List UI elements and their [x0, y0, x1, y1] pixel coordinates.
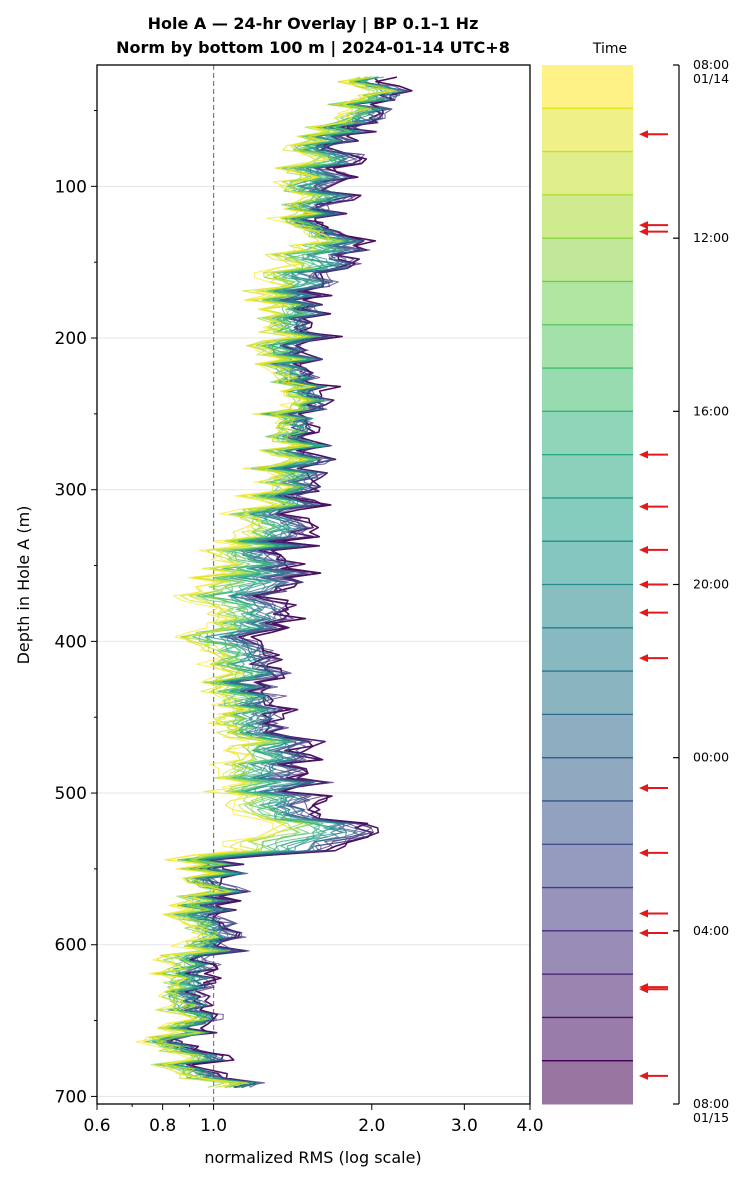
series-line-23 [168, 76, 413, 1089]
colorbar-band-9 [542, 454, 633, 499]
colorbar-marker-arrow-0 [639, 130, 648, 139]
colorbar-tick-label-0: 08:00 [693, 57, 729, 72]
colorbar-band-13 [542, 627, 633, 672]
y-tick-label-100: 100 [55, 177, 87, 197]
colorbar-marker-arrow-4 [639, 502, 648, 511]
colorbar-band-10 [542, 497, 633, 542]
x-tick-label-3: 2.0 [358, 1116, 385, 1136]
plot-area: 100 200 300 400 500 600 700 0.6 0.8 1.0 2.0 3.0 4.0 [55, 64, 544, 1136]
colorbar-time-axis: 08:0001/1412:0016:0020:0000:0004:0008:00… [673, 57, 729, 1125]
y-tick-label-500: 500 [55, 784, 87, 804]
colorbar-band-3 [542, 194, 633, 239]
series-group [135, 76, 413, 1089]
colorbar-marker-arrow-8 [639, 654, 648, 663]
colorbar-marker-arrow-7 [639, 608, 648, 617]
colorbar-band-22 [542, 1017, 633, 1062]
colorbar-bands [542, 65, 633, 1105]
series-line-5 [157, 76, 394, 1088]
y-tick-label-700: 700 [55, 1087, 87, 1107]
horizontal-gridlines [97, 185, 530, 1097]
series-line-3 [147, 76, 397, 1088]
colorbar-band-19 [542, 887, 633, 932]
colorbar-band-4 [542, 238, 633, 282]
colorbar-band-23 [542, 1060, 633, 1105]
colorbar-tick-label-3: 20:00 [693, 577, 729, 592]
y-tick-label-600: 600 [55, 936, 87, 956]
colorbar-marker-arrow-3 [639, 450, 648, 459]
colorbar-marker-arrow-15 [639, 1071, 648, 1080]
colorbar-tick-sublabel-0: 01/14 [693, 71, 729, 86]
colorbar-band-11 [542, 541, 633, 585]
series-line-11 [154, 76, 393, 1088]
series-line-0 [135, 76, 395, 1088]
series-line-2 [150, 76, 391, 1088]
colorbar-marker-arrow-5 [639, 545, 648, 554]
plot-frame [96, 64, 531, 1105]
colorbar-band-5 [542, 281, 633, 326]
colorbar-label: Time [592, 41, 627, 57]
x-tick-label-4: 3.0 [451, 1116, 478, 1136]
x-tick-label-2: 1.0 [200, 1116, 227, 1136]
chart-title-line1: Hole A — 24-hr Overlay | BP 0.1–1 Hz [148, 14, 479, 34]
colorbar-marker-arrow-14 [639, 985, 648, 994]
colorbar-band-0 [542, 65, 633, 109]
x-axis-label: normalized RMS (log scale) [204, 1148, 421, 1167]
colorbar-band-15 [542, 714, 633, 759]
y-tick-label-300: 300 [55, 481, 87, 501]
colorbar-band-20 [542, 930, 633, 975]
colorbar-tick-label-6: 08:00 [693, 1096, 729, 1111]
x-tick-label-5: 4.0 [516, 1116, 543, 1136]
chart-title-line2: Norm by bottom 100 m | 2024-01-14 UTC+8 [116, 38, 510, 58]
colorbar-tick-label-5: 04:00 [693, 923, 729, 938]
colorbar-marker-arrow-2 [639, 227, 648, 236]
x-tick-label-1: 0.8 [149, 1116, 176, 1136]
colorbar-tick-sublabel-6: 01/15 [693, 1110, 729, 1125]
colorbar-band-18 [542, 844, 633, 889]
colorbar-band-12 [542, 584, 633, 629]
colorbar-band-17 [542, 800, 633, 845]
series-line-1 [142, 76, 375, 1088]
series-line-9 [155, 76, 393, 1088]
series-line-6 [151, 76, 392, 1088]
series-line-4 [153, 76, 375, 1088]
x-axis: 0.6 0.8 1.0 2.0 3.0 4.0 [83, 1104, 544, 1136]
colorbar-band-6 [542, 324, 633, 369]
colorbar-marker-arrow-12 [639, 928, 648, 937]
colorbar-marker-arrow-10 [639, 848, 648, 857]
colorbar-marker-arrow-11 [639, 909, 648, 918]
colorbar-band-8 [542, 411, 633, 456]
colorbar-markers [639, 130, 668, 1080]
colorbar-tick-label-2: 16:00 [693, 403, 729, 418]
colorbar-band-21 [542, 974, 633, 1018]
series-line-18 [155, 76, 401, 1088]
y-axis: 100 200 300 400 500 600 700 [55, 110, 97, 1107]
colorbar: Time 08:0001/1412:0016:0020:0000:0004:00… [542, 41, 729, 1125]
x-tick-label-0: 0.6 [83, 1116, 110, 1136]
colorbar-band-1 [542, 108, 633, 153]
colorbar-band-2 [542, 151, 633, 196]
y-tick-label-200: 200 [55, 329, 87, 349]
colorbar-marker-arrow-1 [639, 221, 648, 230]
colorbar-tick-label-1: 12:00 [693, 230, 729, 245]
colorbar-marker-arrow-9 [639, 783, 648, 792]
y-tick-label-400: 400 [55, 632, 87, 652]
colorbar-band-16 [542, 757, 633, 802]
colorbar-tick-label-4: 00:00 [693, 750, 729, 765]
colorbar-band-7 [542, 368, 633, 412]
colorbar-band-14 [542, 671, 633, 715]
series-line-13 [152, 76, 392, 1088]
colorbar-marker-arrow-6 [639, 580, 648, 589]
y-axis-label: Depth in Hole A (m) [14, 506, 33, 665]
